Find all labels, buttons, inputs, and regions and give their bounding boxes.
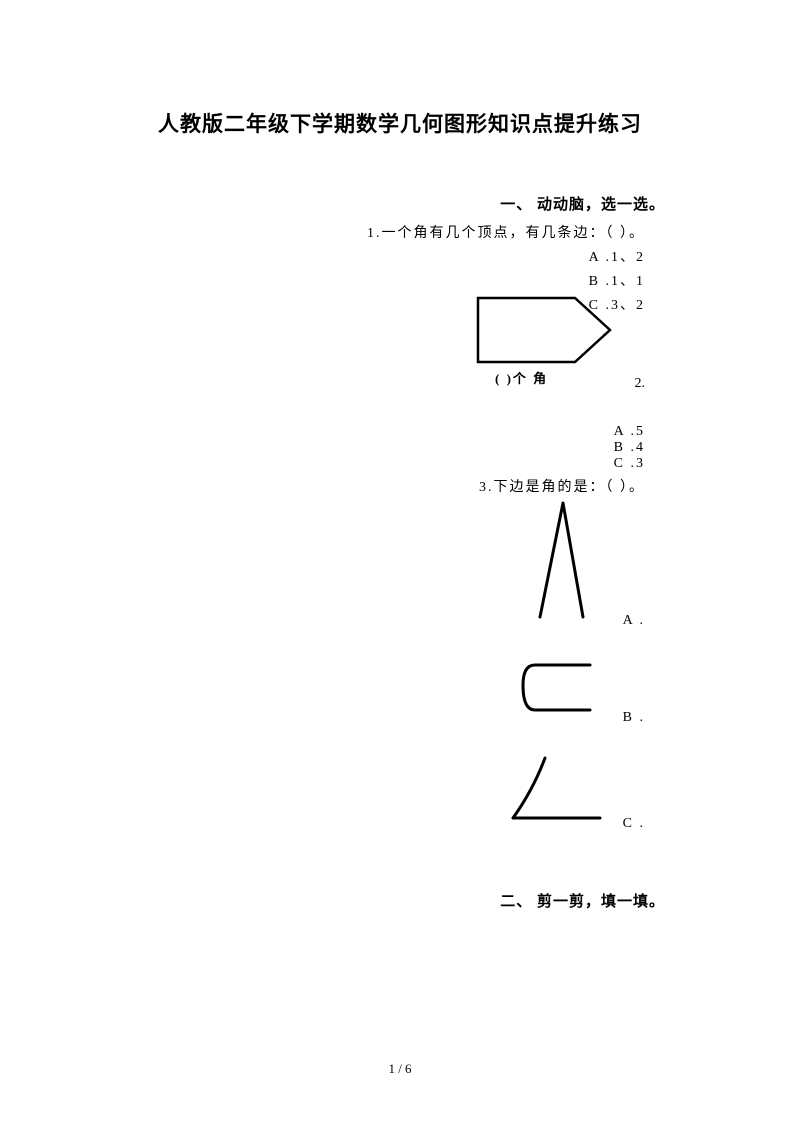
q1-option-b: B .1、1 [0, 270, 800, 290]
question-2-marker: 2. [635, 376, 646, 392]
section-1-header: 一、 动动脑，选一选。 [0, 193, 800, 214]
q1-option-c: C .3、2 [0, 294, 800, 314]
angle-a-icon [525, 495, 605, 625]
question-1-text: 1.一个角有几个顶点，有几条边：（ ）。 [0, 222, 800, 242]
page-footer: 1 / 6 [0, 1061, 800, 1077]
angle-shape-a [525, 495, 605, 630]
q1-option-a: A .1、2 [0, 246, 800, 266]
angle-shape-b [515, 655, 605, 730]
angle-c-icon [495, 750, 605, 830]
q3-option-a: A . [623, 613, 645, 629]
q2-option-b: B .4 [0, 440, 800, 456]
q2-option-c: C .3 [0, 456, 800, 472]
q3-option-b: B . [623, 710, 645, 726]
q2-option-a: A .5 [0, 424, 800, 440]
q3-option-c: C . [623, 816, 645, 832]
question-3-text: 3.下边是角的是：（ ）。 [0, 476, 800, 496]
angle-shape-c [495, 750, 605, 835]
angle-b-icon [515, 655, 605, 725]
page-title: 人教版二年级下学期数学几何图形知识点提升练习 [0, 0, 800, 138]
shape-label: ( )个 角 [495, 368, 548, 387]
section-2-header: 二、 剪一剪，填一填。 [0, 890, 800, 911]
pentagon-shape: ( )个 角 [470, 290, 620, 395]
